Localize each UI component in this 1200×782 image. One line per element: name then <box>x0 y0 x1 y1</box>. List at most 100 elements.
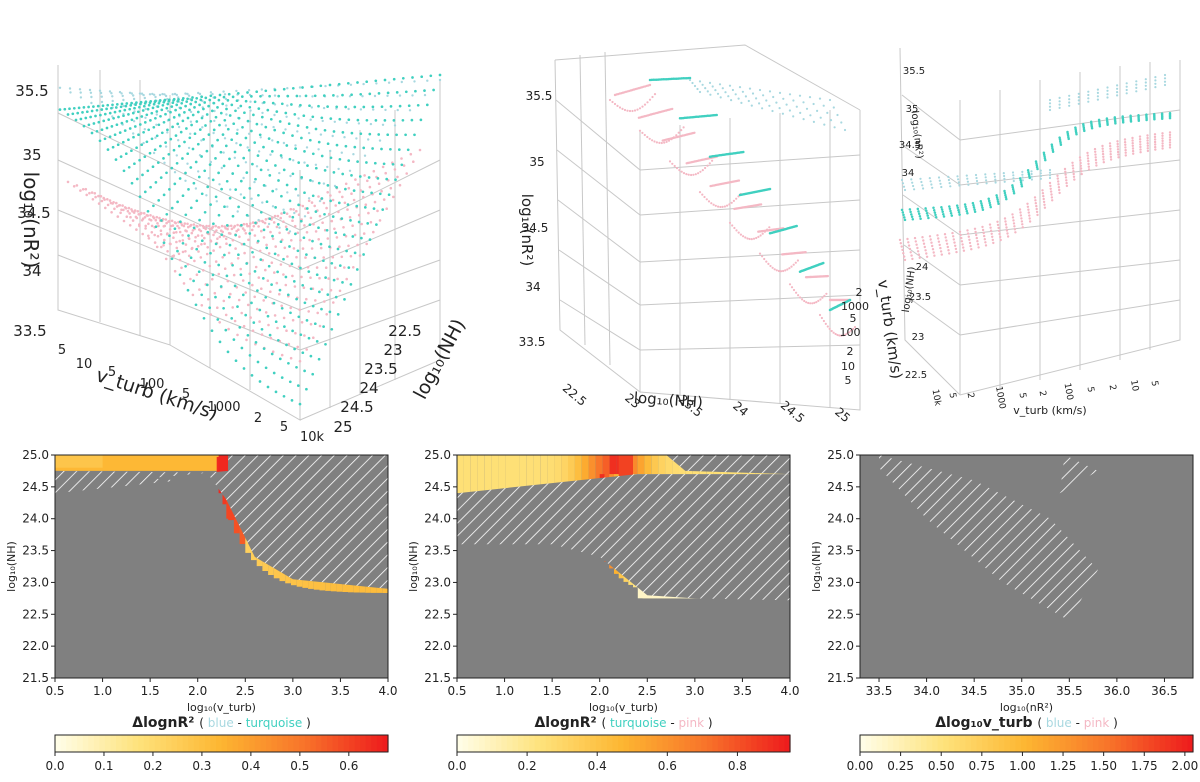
scatter-point <box>174 108 177 112</box>
scatter-point <box>1106 123 1109 126</box>
scatter-point <box>719 205 722 209</box>
scatter-point <box>698 191 702 194</box>
colorbar-segment <box>154 735 162 752</box>
heatmap-cell <box>588 455 596 494</box>
scatter-point <box>108 111 112 115</box>
y-tick-label: 23.0 <box>22 575 49 589</box>
scatter-point <box>120 102 124 106</box>
scatter-point <box>82 124 86 128</box>
scatter-point <box>224 124 228 127</box>
scatter-point <box>1027 172 1031 176</box>
scatter-point <box>836 113 839 117</box>
scatter-point <box>247 281 251 285</box>
scatter-point <box>318 199 322 203</box>
scatter-point <box>693 131 696 134</box>
series-turquoise <box>900 111 1172 222</box>
colorbar-segment <box>104 735 112 752</box>
scatter-point <box>207 298 210 301</box>
colorbar-segment <box>882 735 889 752</box>
scatter-point <box>648 98 652 101</box>
colorbar-segment <box>1120 735 1127 752</box>
scatter-point <box>991 238 994 242</box>
scatter-point <box>141 232 144 236</box>
scatter-point <box>830 329 833 333</box>
colorbar-legend-sep: - <box>238 716 246 730</box>
scatter-point <box>1019 179 1022 182</box>
scatter-point <box>300 176 304 179</box>
scatter-point <box>775 269 778 272</box>
colorbar-segment <box>282 735 289 752</box>
scatter-point <box>248 187 252 190</box>
scatter-point <box>401 76 405 80</box>
scatter-point <box>384 108 387 112</box>
scatter-point <box>221 255 224 259</box>
scatter-point <box>113 133 117 137</box>
scatter-point <box>744 95 748 98</box>
scatter-point <box>93 192 97 195</box>
scatter-point <box>260 115 264 119</box>
y-tick-label: 23.5 <box>424 544 451 558</box>
scatter-point <box>197 170 200 173</box>
scatter-point <box>72 106 76 110</box>
scatter-point <box>384 171 388 175</box>
x-tick-label: 1.0 <box>495 684 514 698</box>
colorbar-segment <box>667 735 675 752</box>
scatter-point <box>209 91 213 94</box>
scatter-point <box>350 174 353 177</box>
scatter-point <box>368 132 372 136</box>
scatter-point <box>763 257 766 261</box>
scatter-point <box>101 104 105 108</box>
series-pink <box>613 83 852 302</box>
colorbar-segment <box>876 735 883 752</box>
scatter-point <box>278 231 281 235</box>
scatter-point <box>1102 158 1105 161</box>
scatter-point <box>368 185 372 189</box>
scatter-point <box>264 295 268 299</box>
scatter-point <box>325 206 328 210</box>
scatter-point <box>280 304 284 308</box>
scatter-point <box>189 166 193 169</box>
scatter-point <box>1068 101 1071 104</box>
scatter-point <box>192 223 196 226</box>
scatter-point <box>730 99 733 102</box>
x-tick-label: 3.5 <box>331 684 350 698</box>
scatter-point <box>288 380 292 384</box>
scatter-point <box>981 225 984 229</box>
scatter-point <box>129 104 133 107</box>
scatter-point <box>347 118 351 122</box>
scatter-point <box>925 209 928 213</box>
scatter-point <box>1077 99 1080 102</box>
3d-tick-label: 23 <box>912 332 925 343</box>
scatter-point <box>667 139 671 142</box>
scatter-point <box>980 204 984 207</box>
scatter-point <box>329 149 332 153</box>
scatter-point <box>241 227 245 230</box>
scatter-point <box>196 110 200 114</box>
scatter-point <box>58 86 62 90</box>
scatter-point <box>118 90 122 94</box>
scatter-point <box>347 244 350 248</box>
scatter-point <box>1021 179 1024 182</box>
scatter-point <box>930 241 933 244</box>
scatter-point <box>341 93 344 97</box>
scatter-point <box>1168 143 1172 147</box>
colorbar-segment <box>904 735 911 752</box>
scatter-point <box>224 328 228 332</box>
scatter-point <box>721 87 724 90</box>
scatter-point <box>273 113 276 117</box>
scatter-point <box>824 322 827 325</box>
scatter-point <box>155 134 159 138</box>
scatter-point <box>371 147 374 150</box>
colorbar-segment <box>227 735 234 752</box>
scatter-point <box>256 154 260 157</box>
scatter-point <box>751 92 755 95</box>
colorbar-segment <box>254 735 261 752</box>
scatter-point <box>280 238 284 242</box>
scatter-point <box>350 131 354 135</box>
y-tick-label: 24.0 <box>827 512 854 526</box>
scatter-point <box>940 205 943 209</box>
scatter-point <box>157 101 161 105</box>
colorbar-segment <box>573 735 580 752</box>
scatter-point <box>344 182 348 186</box>
scatter-point <box>311 95 314 98</box>
